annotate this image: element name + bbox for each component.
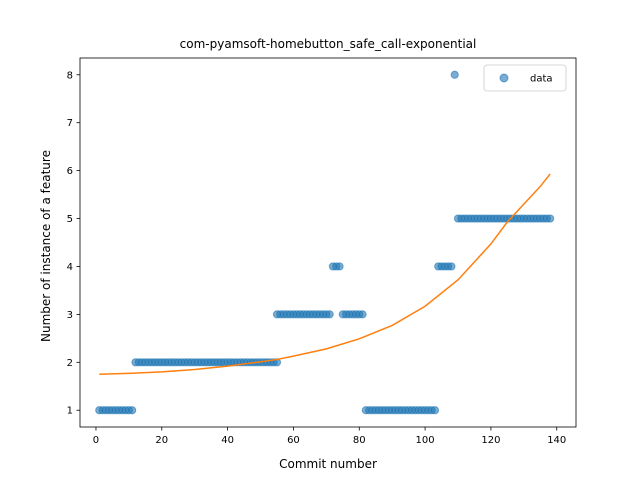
data-point bbox=[358, 310, 367, 319]
data-point bbox=[335, 262, 344, 271]
y-tick-label: 7 bbox=[67, 118, 73, 129]
data-point bbox=[546, 214, 555, 223]
y-tick-label: 1 bbox=[67, 406, 73, 417]
x-axis-label: Commit number bbox=[279, 457, 377, 471]
y-tick-label: 2 bbox=[67, 358, 73, 369]
legend-box bbox=[483, 64, 567, 92]
axes-frame bbox=[79, 57, 577, 428]
plot-area bbox=[79, 57, 577, 428]
data-point bbox=[430, 406, 440, 415]
legend-label: data bbox=[530, 74, 553, 85]
data-point bbox=[450, 70, 459, 79]
chart-title: com-pyamsoft-homebutton_safe_call-expone… bbox=[180, 37, 477, 51]
y-tick-label: 3 bbox=[67, 310, 73, 321]
y-axis: 1 2 3 4 5 6 7 8 bbox=[67, 70, 80, 417]
y-tick-label: 4 bbox=[67, 262, 73, 273]
x-tick-label: 60 bbox=[287, 435, 300, 446]
y-tick-label: 5 bbox=[67, 214, 73, 225]
fit-line bbox=[99, 173, 551, 376]
data-point bbox=[447, 262, 456, 271]
legend-marker bbox=[499, 73, 509, 83]
x-tick-label: 100 bbox=[416, 435, 435, 446]
x-axis: 0 20 40 60 80 100 120 140 bbox=[93, 427, 566, 446]
x-tick-label: 40 bbox=[221, 435, 234, 446]
x-tick-label: 120 bbox=[481, 435, 500, 446]
x-tick-label: 80 bbox=[353, 435, 366, 446]
y-tick-label: 8 bbox=[67, 70, 73, 81]
x-tick-label: 140 bbox=[547, 435, 566, 446]
x-tick-label: 20 bbox=[155, 435, 168, 446]
data-point bbox=[325, 310, 334, 319]
x-tick-label: 0 bbox=[93, 435, 99, 446]
y-axis-label: Number of instance of a feature bbox=[39, 150, 53, 342]
data-point bbox=[128, 406, 137, 415]
legend: data bbox=[483, 64, 567, 92]
y-tick-label: 6 bbox=[67, 166, 73, 177]
